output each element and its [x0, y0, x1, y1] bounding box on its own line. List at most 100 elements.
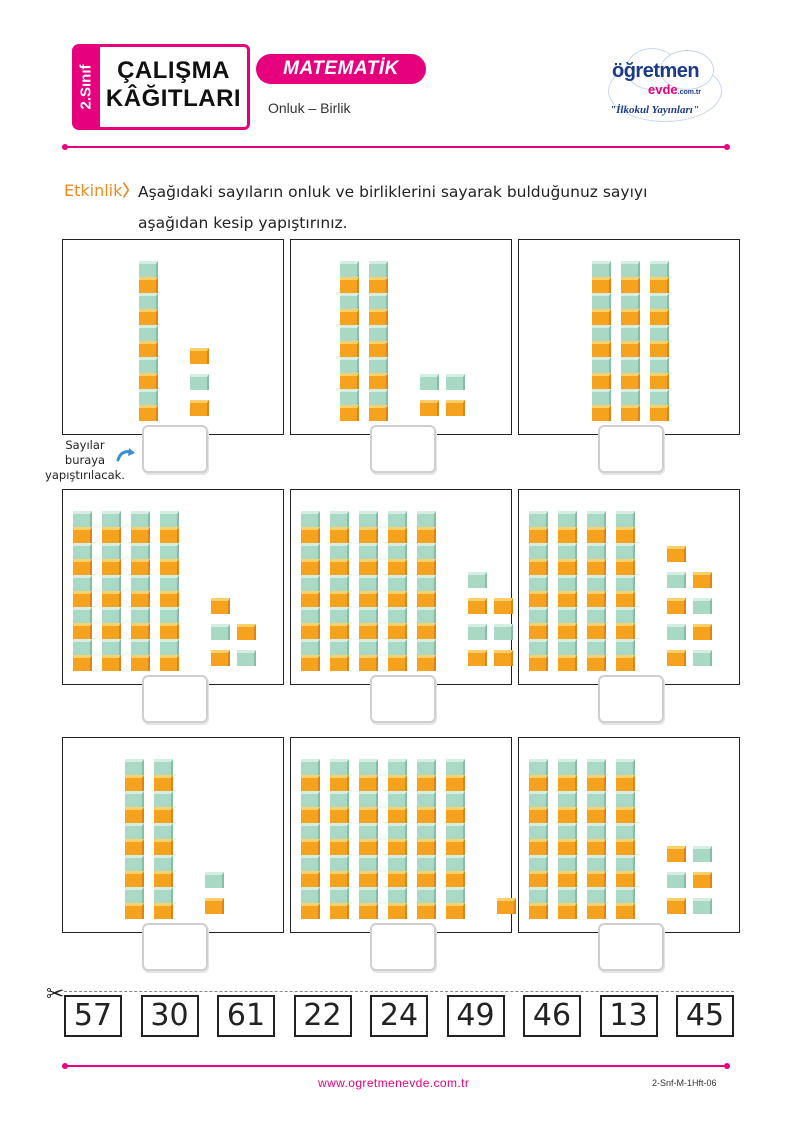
cut-number-card[interactable]: 46: [523, 995, 581, 1037]
ten-rod-unit: [301, 759, 320, 775]
ten-rod-unit: [529, 791, 548, 807]
cut-number-card[interactable]: 30: [140, 995, 199, 1037]
ten-rod-unit: [558, 639, 577, 655]
ten-rod-unit: [359, 623, 378, 639]
ten-rod-unit: [139, 261, 158, 277]
ten-rod-unit: [592, 309, 611, 325]
ten-rod-unit: [160, 591, 179, 607]
ten-rod-unit: [621, 389, 640, 405]
ten-rod-unit: [154, 759, 173, 775]
ten-rod-unit: [388, 887, 407, 903]
paste-slot[interactable]: [142, 923, 208, 971]
ten-rod-unit: [417, 559, 436, 575]
ten-rod-unit: [616, 855, 635, 871]
cut-number-card[interactable]: 13: [599, 995, 658, 1037]
ten-rod-unit: [388, 511, 407, 527]
logo-domain: .com.tr: [677, 89, 701, 96]
ten-rod-unit: [301, 575, 320, 591]
ten-rod-unit: [417, 871, 436, 887]
paste-slot[interactable]: [598, 675, 664, 723]
one-cube: [667, 846, 686, 862]
ten-rod-unit: [102, 527, 121, 543]
cut-number-card[interactable]: 61: [217, 995, 275, 1037]
ten-rod-unit: [340, 357, 359, 373]
footer-url[interactable]: www.ogretmenevde.com.tr: [318, 1076, 470, 1090]
paste-slot[interactable]: [370, 675, 436, 723]
one-cube: [693, 572, 712, 588]
ten-rod-unit: [330, 855, 349, 871]
paste-slot[interactable]: [370, 923, 436, 971]
ten-rod-unit: [529, 823, 548, 839]
ten-rod-unit: [558, 839, 577, 855]
one-cube: [468, 598, 487, 614]
cut-number-card[interactable]: 57: [64, 995, 122, 1037]
exercise-panel: [518, 239, 740, 435]
ten-rod-unit: [301, 823, 320, 839]
paste-slot[interactable]: [142, 425, 208, 473]
ten-rod-unit: [154, 903, 173, 919]
ten-rod-unit: [301, 791, 320, 807]
topic-label: Onluk – Birlik: [268, 100, 351, 116]
ten-rod-unit: [616, 527, 635, 543]
paste-slot[interactable]: [370, 425, 436, 473]
ten-rod-unit: [125, 791, 144, 807]
ten-rod-unit: [616, 543, 635, 559]
ten-rod-unit: [417, 807, 436, 823]
ten-rod-unit: [73, 623, 92, 639]
one-cube: [693, 624, 712, 640]
footer-dot-left: [62, 1063, 68, 1069]
ten-rod-unit: [301, 775, 320, 791]
ten-rod-unit: [131, 527, 150, 543]
ten-rod-unit: [616, 575, 635, 591]
footer-code: 2-Snf-M-1Hft-06: [652, 1078, 717, 1088]
ten-rod-unit: [529, 575, 548, 591]
ten-rod-unit: [417, 775, 436, 791]
ten-rod-unit: [587, 855, 606, 871]
ten-rod-unit: [388, 871, 407, 887]
ten-rod-unit: [558, 527, 577, 543]
ten-rod-unit: [592, 277, 611, 293]
cut-number-card[interactable]: 45: [676, 995, 734, 1037]
activity-label: Etkinlik〉: [64, 177, 138, 201]
cut-number-card[interactable]: 24: [370, 995, 428, 1037]
paste-slot[interactable]: [598, 923, 664, 971]
ten-rod-unit: [388, 823, 407, 839]
ten-rod-unit: [125, 855, 144, 871]
ten-rod-unit: [359, 575, 378, 591]
ten-rod-unit: [592, 373, 611, 389]
ten-rod-unit: [616, 839, 635, 855]
one-cube: [667, 546, 686, 562]
ten-rod-unit: [73, 559, 92, 575]
ten-rod-unit: [388, 839, 407, 855]
ten-rod-unit: [417, 591, 436, 607]
ten-rod-unit: [558, 759, 577, 775]
ten-rod-unit: [529, 559, 548, 575]
ten-rod-unit: [102, 655, 121, 671]
cut-number-card[interactable]: 22: [293, 995, 352, 1037]
exercise-panel: [518, 489, 740, 685]
ten-rod-unit: [73, 591, 92, 607]
ten-rod-unit: [369, 277, 388, 293]
ten-rod-unit: [388, 759, 407, 775]
ten-rod-unit: [131, 623, 150, 639]
ten-rod-unit: [340, 325, 359, 341]
logo-evde: evde: [648, 82, 678, 97]
ten-rod-unit: [301, 871, 320, 887]
ten-rod-unit: [139, 373, 158, 389]
ten-rod-unit: [558, 791, 577, 807]
ten-rod-unit: [160, 575, 179, 591]
ten-rod-unit: [417, 575, 436, 591]
ten-rod-unit: [446, 903, 465, 919]
exercise-panel: [290, 489, 513, 685]
cut-number-card[interactable]: 49: [446, 995, 505, 1037]
one-cube: [468, 572, 487, 588]
ten-rod-unit: [650, 405, 669, 421]
publisher-logo: [606, 46, 722, 130]
paste-slot[interactable]: [142, 675, 208, 723]
divider-dot-right: [724, 144, 730, 150]
ten-rod-unit: [529, 775, 548, 791]
ten-rod-unit: [73, 639, 92, 655]
ten-rod-unit: [301, 623, 320, 639]
paste-slot[interactable]: [598, 425, 664, 473]
ten-rod-unit: [73, 655, 92, 671]
